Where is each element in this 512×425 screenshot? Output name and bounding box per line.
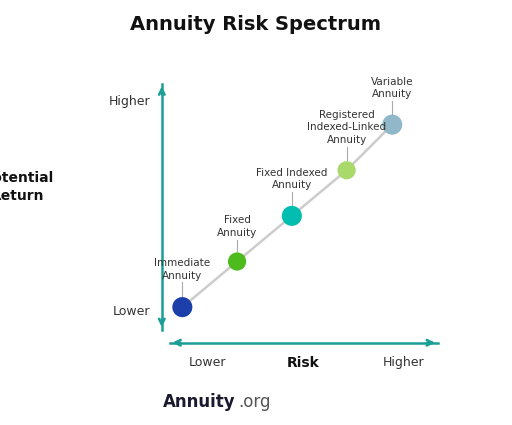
Text: Variable
Annuity: Variable Annuity bbox=[371, 76, 414, 99]
Circle shape bbox=[382, 115, 402, 135]
Circle shape bbox=[282, 206, 302, 226]
Text: Potential
Return: Potential Return bbox=[0, 171, 54, 203]
Circle shape bbox=[337, 161, 356, 179]
Text: Annuity Risk Spectrum: Annuity Risk Spectrum bbox=[131, 15, 381, 34]
Text: Higher: Higher bbox=[109, 95, 151, 108]
Text: Immediate
Annuity: Immediate Annuity bbox=[154, 258, 210, 280]
Text: Registered
Indexed-Linked
Annuity: Registered Indexed-Linked Annuity bbox=[307, 110, 386, 144]
Text: Higher: Higher bbox=[383, 357, 424, 369]
Text: Fixed Indexed
Annuity: Fixed Indexed Annuity bbox=[256, 168, 328, 190]
Circle shape bbox=[228, 252, 246, 271]
Text: Lower: Lower bbox=[113, 305, 151, 318]
Text: Lower: Lower bbox=[189, 357, 226, 369]
Circle shape bbox=[173, 297, 193, 317]
Text: .org: .org bbox=[238, 393, 270, 411]
Text: Risk: Risk bbox=[287, 357, 319, 371]
Text: Fixed
Annuity: Fixed Annuity bbox=[217, 215, 257, 238]
Text: Annuity: Annuity bbox=[163, 393, 236, 411]
